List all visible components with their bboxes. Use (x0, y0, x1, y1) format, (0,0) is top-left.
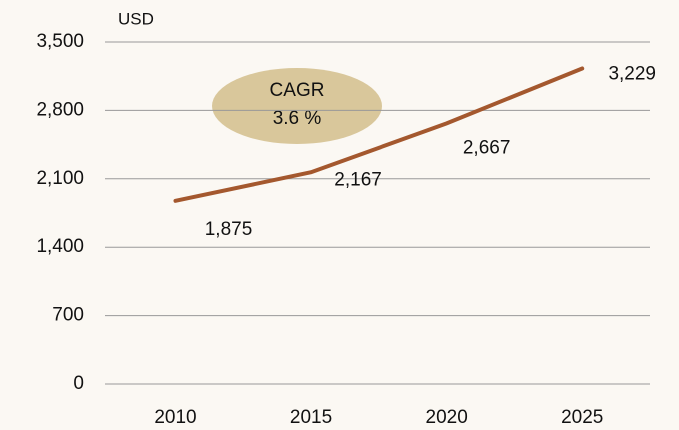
cagr-badge (212, 68, 382, 144)
y-tick-label: 2,100 (36, 168, 84, 189)
annotation: CAGR (270, 80, 325, 101)
y-tick-label: 2,800 (36, 99, 84, 120)
data-label: 2,167 (334, 169, 382, 190)
data-label: 3,229 (608, 63, 656, 84)
x-tick-label: 2015 (290, 407, 332, 428)
x-tick-label: 2020 (426, 407, 468, 428)
y-tick-label: 3,500 (36, 31, 84, 52)
y-tick-label: 1,400 (36, 236, 84, 257)
y-axis-label: USD (118, 9, 154, 28)
x-tick-label: 2025 (561, 407, 603, 428)
annotation: 3.6 % (273, 108, 322, 129)
data-label: 1,875 (205, 219, 253, 240)
y-tick-label: 0 (73, 373, 84, 394)
x-tick-label: 2010 (154, 407, 196, 428)
data-label: 2,667 (463, 137, 511, 158)
line (173, 66, 585, 203)
y-tick-label: 700 (52, 305, 84, 326)
